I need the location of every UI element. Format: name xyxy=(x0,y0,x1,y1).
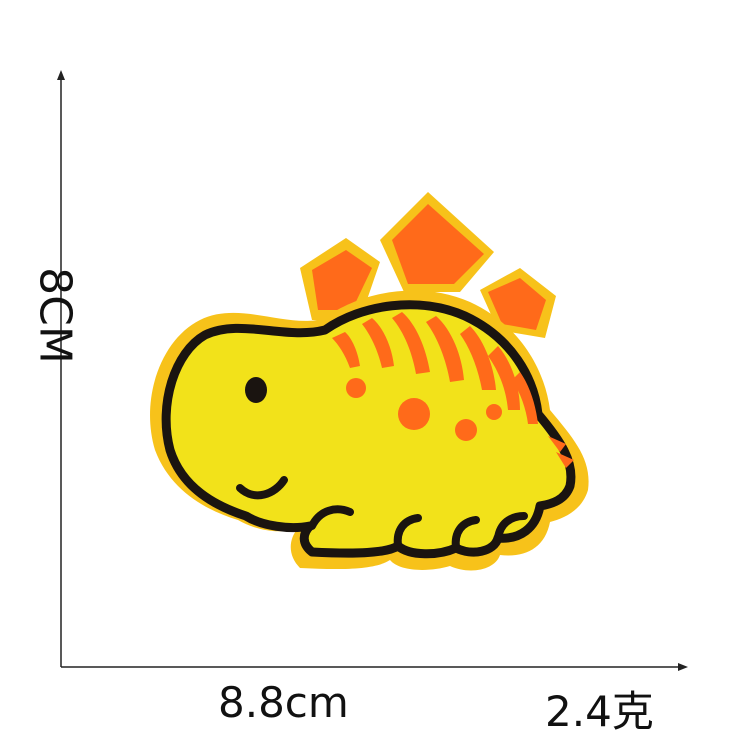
height-dimension-label: 8CM xyxy=(29,267,81,364)
smile-icon xyxy=(236,476,288,500)
eye-icon xyxy=(245,377,267,403)
vertical-axis-arrow xyxy=(57,70,65,80)
spike-plates xyxy=(300,192,556,338)
horizontal-axis-arrow xyxy=(678,663,688,671)
weight-label: 2.4克 xyxy=(545,687,654,736)
width-dimension-label: 8.8cm xyxy=(218,678,349,727)
back-stripes xyxy=(332,312,538,441)
dimension-axes xyxy=(57,70,688,671)
dinosaur-patch xyxy=(150,192,589,571)
leg-lines xyxy=(308,505,528,552)
tail-spikes xyxy=(548,436,574,468)
